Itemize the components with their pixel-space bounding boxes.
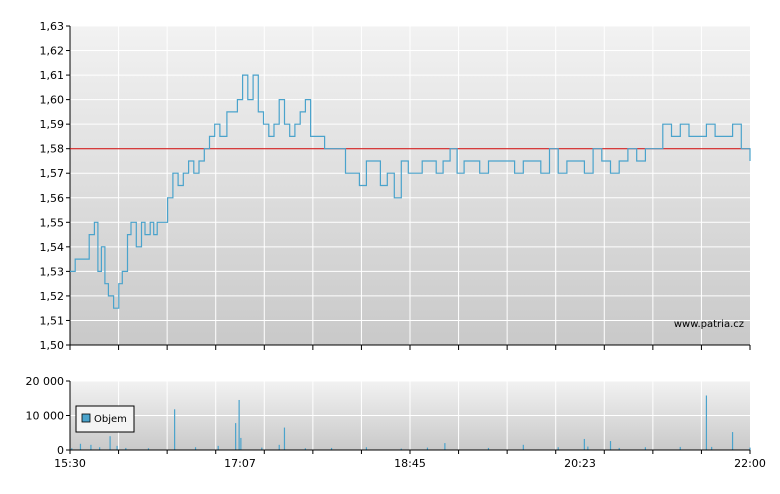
volume-bar	[618, 447, 620, 450]
x-tick-label: 15:30	[54, 457, 86, 470]
price-y-tick-label: 1,61	[40, 69, 65, 82]
legend: Objem	[75, 405, 135, 433]
price-y-tick-label: 1,50	[40, 339, 65, 352]
x-tick-label: 17:07	[224, 457, 256, 470]
price-y-tick-label: 1,51	[40, 314, 65, 327]
x-tick-label: 22:00	[734, 457, 766, 470]
x-tick-label: 18:45	[394, 457, 426, 470]
volume-bar	[644, 447, 646, 450]
volume-bar	[125, 447, 127, 450]
x-tick-label: 20:23	[564, 457, 596, 470]
price-y-tick-label: 1,55	[40, 216, 65, 229]
volume-bar	[749, 447, 751, 450]
volume-bar	[174, 409, 176, 450]
volume-bars	[71, 395, 751, 450]
volume-bar	[99, 447, 101, 450]
price-y-tick-label: 1,59	[40, 118, 65, 131]
price-y-tick-label: 1,56	[40, 192, 65, 205]
volume-y-tick-label: 20 000	[26, 375, 65, 388]
price-y-tick-label: 1,60	[40, 94, 65, 107]
price-x-tick-marks	[69, 345, 751, 350]
volume-bar	[583, 438, 585, 450]
price-y-tick-label: 1,52	[40, 290, 65, 303]
volume-bar	[116, 445, 118, 450]
legend-swatch	[81, 413, 91, 423]
price-panel: 1,50 1,51 1,52 1,53 1,54 1,55 1,56 1,57 1,58 1,59…	[40, 20, 751, 352]
price-y-tick-label: 1,53	[40, 265, 65, 278]
volume-bar	[90, 444, 92, 450]
volume-bar	[240, 437, 242, 450]
volume-bar	[587, 446, 589, 450]
volume-bar	[261, 447, 263, 450]
price-line	[70, 74, 751, 309]
volume-y-axis: 0 10 000 20 000	[26, 375, 71, 457]
volume-bar	[283, 427, 286, 450]
watermark: www.patria.cz	[674, 319, 744, 330]
price-y-tick-label: 1,58	[40, 143, 65, 156]
volume-bar	[365, 447, 368, 450]
volume-bar	[557, 447, 559, 450]
volume-bar	[679, 446, 681, 450]
volume-bar	[304, 448, 306, 450]
volume-bar	[487, 447, 490, 450]
volume-bar	[109, 436, 111, 450]
volume-bar	[711, 446, 713, 450]
volume-bar	[217, 445, 219, 450]
volume-bar	[731, 432, 734, 450]
price-y-tick-label: 1,57	[40, 167, 65, 180]
x-axis: 15:30 17:07 18:45 20:23 22:00	[54, 450, 766, 470]
volume-bar	[400, 448, 402, 450]
volume-y-tick-label: 0	[57, 444, 64, 457]
volume-bar	[609, 441, 612, 450]
volume-bar	[235, 423, 237, 450]
volume-y-tick-label: 10 000	[26, 410, 65, 423]
volume-grid	[70, 380, 750, 450]
volume-bar	[278, 444, 280, 450]
volume-bar	[147, 448, 150, 450]
volume-bar	[194, 447, 197, 450]
volume-bar	[705, 395, 708, 450]
price-y-tick-label: 1,62	[40, 45, 65, 58]
legend-label: Objem	[94, 414, 127, 425]
volume-bar	[79, 443, 82, 450]
volume-bar	[426, 447, 429, 450]
price-y-tick-label: 1,63	[40, 20, 65, 33]
volume-bar	[330, 447, 333, 450]
price-y-tick-label: 1,54	[40, 241, 65, 254]
volume-bar	[238, 399, 240, 450]
volume-bar	[522, 444, 524, 450]
volume-bar	[71, 448, 73, 450]
price-y-axis: 1,50 1,51 1,52 1,53 1,54 1,55 1,56 1,57 1,58 1,59…	[40, 20, 71, 352]
volume-bar	[444, 443, 446, 450]
